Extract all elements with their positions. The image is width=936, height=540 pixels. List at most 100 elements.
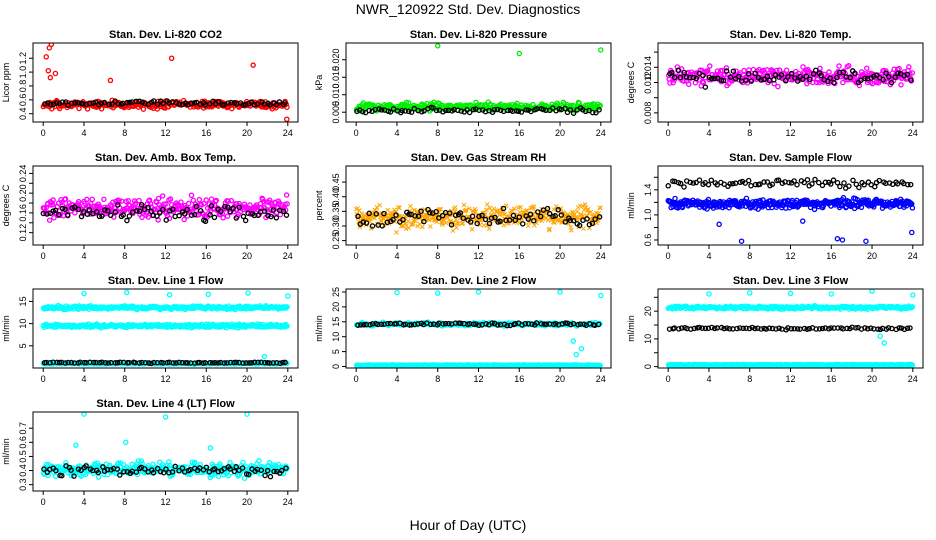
point <box>148 208 154 215</box>
y-tick-label: 0.4 <box>18 107 28 120</box>
point <box>484 223 490 228</box>
point <box>573 351 580 358</box>
point <box>592 216 598 222</box>
point <box>525 320 532 327</box>
point <box>159 193 166 199</box>
y-tick-label: 0.6 <box>643 234 653 247</box>
x-tick-label: 20 <box>242 251 252 261</box>
point <box>255 359 261 366</box>
point <box>45 472 51 479</box>
x-tick-label: 0 <box>41 251 46 261</box>
point <box>775 177 782 183</box>
point <box>406 211 412 217</box>
point <box>246 360 253 366</box>
point <box>60 213 67 219</box>
point <box>797 73 803 80</box>
point <box>84 106 91 112</box>
point <box>124 289 130 296</box>
point <box>394 289 400 296</box>
y-axis-label: ml/min <box>626 315 636 342</box>
point <box>173 100 180 106</box>
point <box>245 210 251 216</box>
y-axis-label: ml/min <box>314 315 324 342</box>
point <box>282 100 288 106</box>
point <box>806 325 813 332</box>
point <box>543 321 550 328</box>
x-tick-label: 4 <box>81 251 86 261</box>
point <box>785 74 791 80</box>
point <box>584 216 590 222</box>
point <box>433 209 439 215</box>
point <box>99 359 105 365</box>
point <box>50 197 56 203</box>
point <box>276 99 283 105</box>
y-tick-label: 0.6 <box>18 94 28 107</box>
point <box>280 359 286 366</box>
point <box>524 208 530 213</box>
point <box>453 217 459 222</box>
point <box>512 217 518 224</box>
point <box>188 192 195 199</box>
point <box>683 74 690 80</box>
point <box>558 206 564 211</box>
point <box>527 211 534 218</box>
point <box>474 220 480 227</box>
x-tick-label: 0 <box>354 251 359 261</box>
y-axis-label: ml/min <box>1 438 11 465</box>
point <box>687 179 694 186</box>
point <box>358 322 364 328</box>
point <box>773 326 779 332</box>
point <box>428 321 434 328</box>
point <box>92 99 99 105</box>
point <box>846 183 852 189</box>
point <box>598 47 604 53</box>
y-tick-label: 1.0 <box>18 66 28 79</box>
point <box>712 325 718 332</box>
point <box>394 230 399 235</box>
point <box>461 202 467 208</box>
point <box>363 220 370 226</box>
point <box>791 178 797 184</box>
point <box>361 322 367 328</box>
point <box>542 210 548 215</box>
point <box>105 360 111 366</box>
point <box>136 208 143 214</box>
point <box>877 333 883 339</box>
point <box>596 214 603 220</box>
x-tick-label: 24 <box>283 374 293 384</box>
point <box>766 325 773 331</box>
point <box>148 360 154 367</box>
x-tick-label: 4 <box>706 374 711 384</box>
point <box>215 98 222 105</box>
point <box>782 77 789 84</box>
point <box>511 206 517 211</box>
point <box>284 104 290 110</box>
point <box>62 196 69 202</box>
point <box>515 108 522 115</box>
point <box>282 359 288 366</box>
point <box>439 212 446 219</box>
point <box>106 101 112 108</box>
point <box>101 99 108 106</box>
point <box>718 324 725 331</box>
point <box>558 212 565 218</box>
point <box>895 70 901 76</box>
point <box>803 73 810 79</box>
x-tick-label: 16 <box>514 251 524 261</box>
point <box>42 101 48 107</box>
point <box>421 218 427 225</box>
point <box>535 209 541 215</box>
point <box>869 289 875 294</box>
point <box>761 179 767 185</box>
point <box>482 216 489 223</box>
point <box>412 213 418 219</box>
x-tick-label: 8 <box>747 251 752 261</box>
point <box>354 108 360 115</box>
point <box>142 359 149 366</box>
point <box>156 210 163 216</box>
point <box>544 205 551 212</box>
point <box>84 211 91 217</box>
